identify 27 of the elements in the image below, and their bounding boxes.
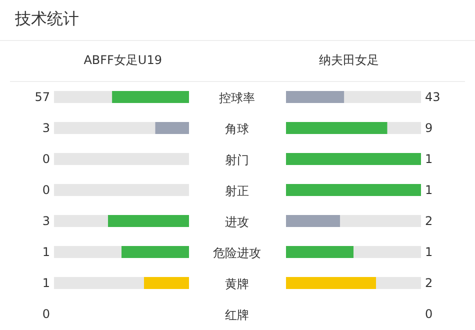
category-label: 红牌	[224, 307, 250, 324]
data-label: 2	[425, 214, 433, 228]
text: 技术统计	[15, 9, 79, 30]
data-label: 3	[42, 214, 50, 228]
data-label: 1	[42, 276, 50, 290]
category-label: 危险进攻	[212, 245, 262, 262]
data-label: 1	[425, 245, 433, 259]
category-label: 黄牌	[224, 276, 250, 293]
text: ABFF女足U19	[84, 52, 162, 69]
data-label: 43	[425, 90, 440, 104]
category-label: 角球	[224, 121, 250, 138]
data-label: 0	[42, 307, 50, 321]
data-label: 1	[425, 183, 433, 197]
category-label: 射门	[224, 152, 250, 169]
category-label: 控球率	[218, 90, 256, 107]
data-label: 3	[42, 121, 50, 135]
category-label: 射正	[224, 183, 250, 200]
data-label: 1	[42, 245, 50, 259]
category-label: 进攻	[224, 214, 250, 231]
text: 纳夫田女足	[319, 52, 379, 69]
data-label: 0	[425, 307, 433, 321]
data-label: 2	[425, 276, 433, 290]
data-label: 9	[425, 121, 433, 135]
data-label: 0	[42, 152, 50, 166]
data-label: 1	[425, 152, 433, 166]
data-label: 57	[34, 90, 50, 104]
data-label: 0	[42, 183, 50, 197]
